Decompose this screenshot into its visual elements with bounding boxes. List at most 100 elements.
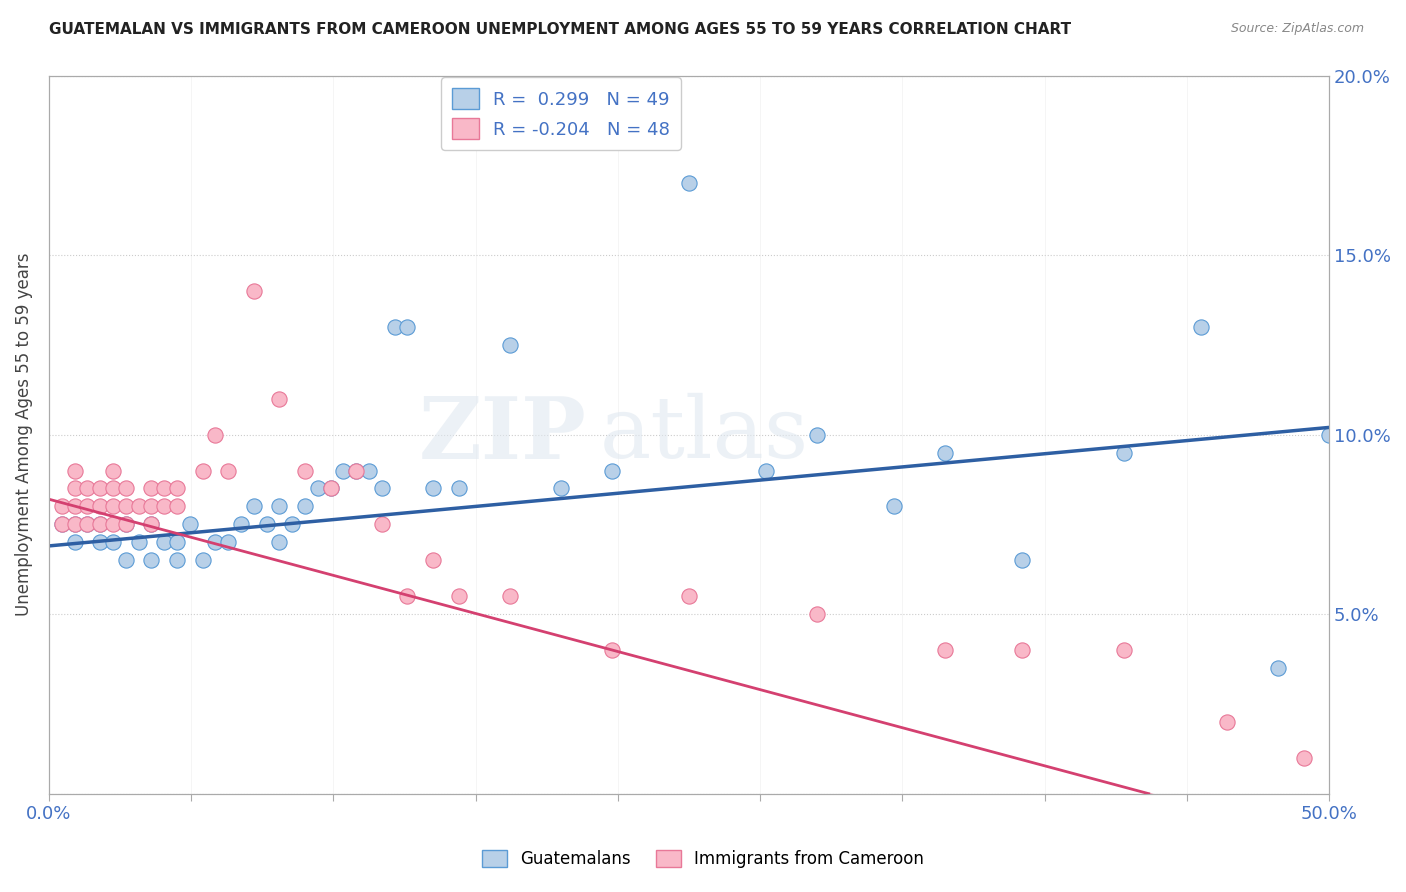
Point	[89, 482, 111, 496]
Point	[396, 589, 419, 603]
Point	[76, 500, 98, 514]
Point	[600, 463, 623, 477]
Point	[89, 535, 111, 549]
Point	[204, 535, 226, 549]
Point	[294, 463, 316, 477]
Point	[51, 517, 73, 532]
Point	[344, 463, 367, 477]
Point	[76, 517, 98, 532]
Point	[89, 517, 111, 532]
Point	[269, 500, 291, 514]
Point	[89, 500, 111, 514]
Point	[114, 517, 136, 532]
Point	[89, 517, 111, 532]
Point	[166, 553, 188, 567]
Point	[1189, 319, 1212, 334]
Point	[217, 463, 239, 477]
Point	[371, 517, 394, 532]
Point	[101, 482, 124, 496]
Point	[63, 482, 86, 496]
Point	[1011, 643, 1033, 657]
Point	[128, 535, 150, 549]
Point	[294, 500, 316, 514]
Text: ZIP: ZIP	[419, 392, 586, 476]
Point	[141, 482, 163, 496]
Point	[166, 535, 188, 549]
Text: Source: ZipAtlas.com: Source: ZipAtlas.com	[1230, 22, 1364, 36]
Point	[934, 643, 956, 657]
Point	[1215, 714, 1237, 729]
Point	[101, 500, 124, 514]
Point	[76, 517, 98, 532]
Point	[166, 500, 188, 514]
Point	[243, 284, 266, 298]
Point	[447, 482, 470, 496]
Point	[344, 463, 367, 477]
Point	[806, 427, 828, 442]
Point	[63, 517, 86, 532]
Point	[678, 589, 700, 603]
Point	[1317, 427, 1340, 442]
Point	[191, 463, 214, 477]
Point	[600, 643, 623, 657]
Point	[934, 445, 956, 459]
Point	[371, 482, 394, 496]
Point	[357, 463, 380, 477]
Point	[883, 500, 905, 514]
Point	[63, 517, 86, 532]
Point	[499, 589, 522, 603]
Point	[229, 517, 252, 532]
Point	[128, 500, 150, 514]
Point	[101, 463, 124, 477]
Point	[179, 517, 201, 532]
Point	[319, 482, 342, 496]
Point	[384, 319, 406, 334]
Text: atlas: atlas	[599, 393, 808, 476]
Point	[332, 463, 354, 477]
Point	[153, 500, 176, 514]
Point	[51, 500, 73, 514]
Point	[1114, 445, 1136, 459]
Point	[166, 482, 188, 496]
Point	[1292, 751, 1315, 765]
Point	[1114, 643, 1136, 657]
Point	[447, 589, 470, 603]
Point	[114, 500, 136, 514]
Point	[256, 517, 278, 532]
Point	[76, 482, 98, 496]
Point	[319, 482, 342, 496]
Point	[51, 517, 73, 532]
Point	[269, 392, 291, 406]
Point	[114, 482, 136, 496]
Point	[806, 607, 828, 621]
Point	[204, 427, 226, 442]
Point	[217, 535, 239, 549]
Point	[141, 517, 163, 532]
Y-axis label: Unemployment Among Ages 55 to 59 years: Unemployment Among Ages 55 to 59 years	[15, 252, 32, 616]
Point	[114, 553, 136, 567]
Legend: Guatemalans, Immigrants from Cameroon: Guatemalans, Immigrants from Cameroon	[475, 843, 931, 875]
Point	[307, 482, 329, 496]
Text: GUATEMALAN VS IMMIGRANTS FROM CAMEROON UNEMPLOYMENT AMONG AGES 55 TO 59 YEARS CO: GUATEMALAN VS IMMIGRANTS FROM CAMEROON U…	[49, 22, 1071, 37]
Point	[153, 535, 176, 549]
Point	[243, 500, 266, 514]
Point	[396, 319, 419, 334]
Point	[191, 553, 214, 567]
Point	[678, 176, 700, 190]
Point	[755, 463, 778, 477]
Point	[141, 517, 163, 532]
Point	[422, 482, 444, 496]
Point	[141, 553, 163, 567]
Point	[141, 500, 163, 514]
Point	[269, 535, 291, 549]
Point	[63, 463, 86, 477]
Point	[114, 517, 136, 532]
Point	[101, 517, 124, 532]
Point	[281, 517, 304, 532]
Point	[63, 535, 86, 549]
Point	[153, 482, 176, 496]
Point	[101, 535, 124, 549]
Point	[63, 500, 86, 514]
Point	[499, 338, 522, 352]
Point	[1267, 661, 1289, 675]
